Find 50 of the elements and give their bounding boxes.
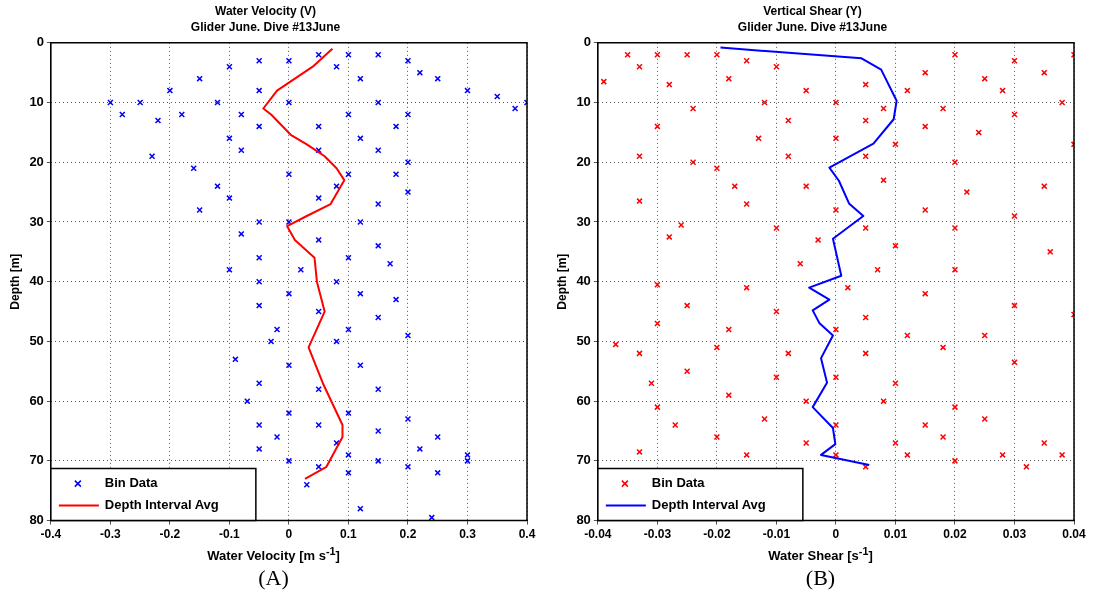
x-tick-label: 0.1	[340, 527, 358, 542]
x-tick-label: -0.03	[643, 527, 672, 542]
x-tick-label: 0.01	[883, 527, 908, 542]
x-tick-label: 0.02	[943, 527, 967, 542]
legend-label: Depth Interval Avg	[651, 497, 766, 513]
y-tick-label: 50	[29, 333, 44, 348]
y-axis-title: Depth [m]	[554, 253, 569, 310]
x-tick-label: -0.02	[703, 527, 731, 542]
y-tick-label: 20	[576, 153, 591, 169]
y-tick-label: 0	[36, 34, 44, 50]
legend-label: Depth Interval Avg	[104, 497, 219, 513]
y-tick-label: 60	[29, 392, 44, 408]
y-tick-label: 50	[576, 333, 591, 348]
x-tick-label: -0.01	[762, 527, 791, 542]
y-tick-label: 40	[576, 273, 591, 289]
x-tick-label: -0.04	[584, 527, 612, 542]
chart-title: Vertical Shear (Y)	[763, 3, 862, 18]
legend-label: Bin Data	[651, 475, 706, 491]
y-tick-label: 70	[576, 452, 591, 468]
x-tick-label: 0.03	[1002, 527, 1027, 542]
y-axis-title: Depth [m]	[7, 253, 22, 310]
y-tick-label: 80	[29, 512, 44, 528]
x-tick-label: -0.3	[100, 527, 122, 542]
text: (B)	[804, 565, 837, 592]
legend-label: Bin Data	[104, 475, 159, 491]
x-tick-label: -0.2	[159, 527, 181, 542]
x-axis-title: Water Velocity [m s$^{-1}$]	[206, 545, 341, 565]
chart-subtitle: Glider June. Dive #13June	[190, 19, 341, 34]
y-tick-label: 0	[583, 34, 591, 50]
x-tick-label: -0.4	[40, 527, 62, 542]
x-tick-label: 0.4	[518, 527, 536, 542]
y-tick-label: 30	[29, 213, 44, 229]
x-tick-label: -0.1	[219, 527, 241, 542]
x-tick-label: 0.04	[1062, 527, 1086, 542]
y-tick-label: 80	[576, 512, 591, 528]
text: (A)	[257, 565, 290, 592]
y-tick-label: 40	[29, 273, 44, 289]
y-tick-label: 10	[576, 94, 591, 110]
x-axis-title: Water Shear [s$^{-1}$]	[767, 545, 874, 565]
y-tick-label: 70	[29, 452, 44, 468]
y-tick-label: 60	[576, 392, 591, 408]
y-tick-label: 10	[29, 94, 44, 110]
y-tick-label: 30	[576, 213, 591, 229]
x-tick-label: 0.2	[399, 527, 417, 542]
chart-title: Water Velocity (V)	[215, 3, 316, 18]
x-tick-label: 0	[832, 527, 840, 542]
x-tick-label: 0	[285, 527, 293, 542]
y-tick-label: 20	[29, 153, 44, 169]
chart-subtitle: Glider June. Dive #13June	[737, 19, 888, 34]
x-tick-label: 0.3	[459, 527, 477, 542]
